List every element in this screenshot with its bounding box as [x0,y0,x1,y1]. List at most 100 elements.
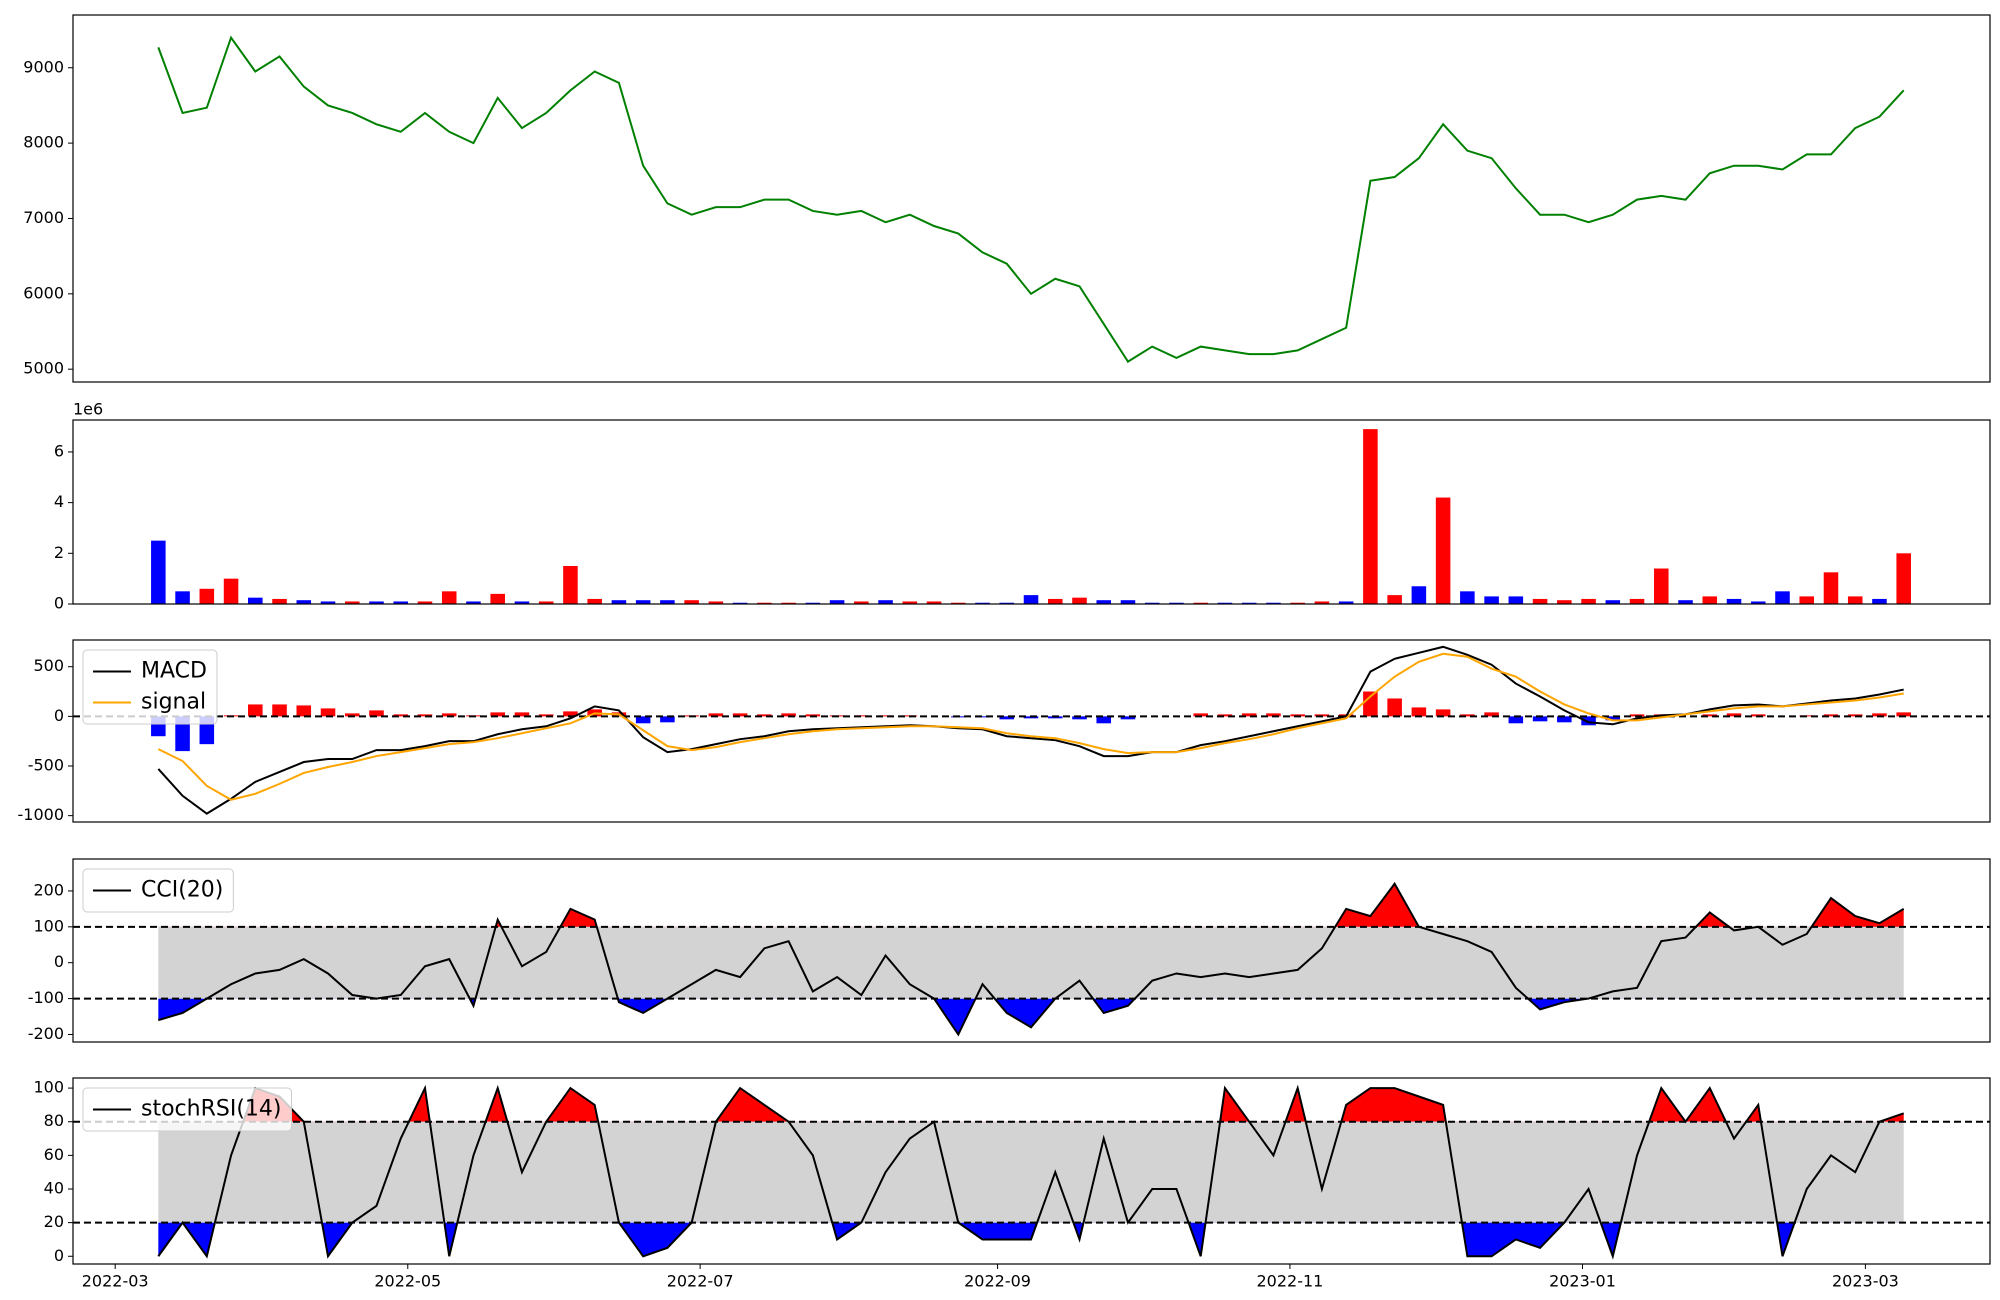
bar [1241,713,1257,717]
y-tick-label: -100 [28,988,64,1007]
bar [1314,601,1330,604]
bar [1387,698,1402,717]
plot-frame [72,639,1991,823]
bar [1702,714,1718,717]
bar [1484,712,1499,717]
bar [1750,601,1766,604]
bar [466,601,481,604]
bar [1096,716,1112,724]
bar [1532,598,1548,604]
plot-frame [72,14,1991,383]
bar [1775,591,1790,604]
bar [1047,598,1063,604]
bar [223,578,239,604]
bar [1799,596,1815,604]
bar [320,601,336,604]
bar [1581,598,1596,604]
bar [999,716,1015,720]
bar [1726,598,1742,604]
bar [1338,601,1354,604]
x-tick-label: 2022-03 [82,1272,149,1291]
oversold-fill [158,998,1904,1035]
y-tick-label: 0 [54,706,64,725]
series-line [157,35,1905,364]
bar [757,714,772,717]
bar [175,591,190,604]
bar [878,600,893,604]
bar [684,600,699,604]
bar [1363,691,1378,717]
bar [1411,586,1427,604]
bar [708,713,724,717]
bar [757,602,772,604]
bar [1120,600,1136,604]
bar [538,601,554,604]
legend-box [82,1087,292,1132]
bar [878,715,893,717]
bar [1266,602,1281,604]
bar [635,600,651,604]
legend-label: CCI(20) [141,878,223,903]
bar [611,600,627,604]
panel [157,35,1905,364]
bar [1532,716,1548,722]
bar [248,597,263,604]
bar [1096,600,1112,604]
bar [563,711,578,717]
bar [1896,553,1911,604]
legend-label: signal [141,690,206,715]
bar [248,704,263,717]
bar [1363,429,1378,604]
legend-label: stochRSI(14) [141,1097,282,1122]
bar [926,601,942,604]
bar [1460,591,1475,604]
panel [151,429,1911,604]
bar [1823,572,1839,604]
y-tick-label: 2 [54,543,64,562]
bar [1169,602,1184,604]
bar [781,713,796,717]
plot-frame [72,419,1991,605]
bar [1557,600,1572,604]
bar [951,602,966,604]
y-tick-label: 80 [44,1111,64,1130]
bar [369,601,384,604]
y-tick-label: 9000 [23,57,64,76]
y-tick-label: -1000 [18,805,65,824]
bar [296,705,312,717]
x-tick-label: 2022-05 [374,1272,441,1291]
bar [393,601,409,604]
y-tick-label: 500 [33,656,64,675]
bar [708,601,724,604]
series-line [157,1084,1905,1260]
bar [1847,596,1863,604]
panel [73,1084,1990,1260]
bar [369,710,384,717]
y-tick-label: -500 [28,756,64,775]
bar [344,713,360,717]
bar [1629,598,1645,604]
y-tick-label: -200 [28,1024,64,1043]
legend-box [82,868,234,913]
bar [151,540,166,604]
series-line [158,881,1905,1037]
x-tick-label: 2023-01 [1549,1272,1616,1291]
bar [1266,713,1281,717]
series-line [157,652,1904,801]
x-tick-label: 2022-11 [1256,1272,1323,1291]
bar [1823,714,1839,717]
legend-box [82,649,218,725]
bar [514,601,530,604]
bar [199,588,215,604]
bar [805,602,821,604]
axis-offset-label: 1e6 [73,400,103,419]
bar [854,601,869,604]
bar [1872,713,1887,717]
y-tick-label: 100 [33,1078,64,1097]
bar [1193,602,1208,604]
bar [1217,714,1233,717]
bar [1435,497,1451,604]
bar [1872,598,1887,604]
bar [1072,597,1087,604]
bar [272,598,287,604]
